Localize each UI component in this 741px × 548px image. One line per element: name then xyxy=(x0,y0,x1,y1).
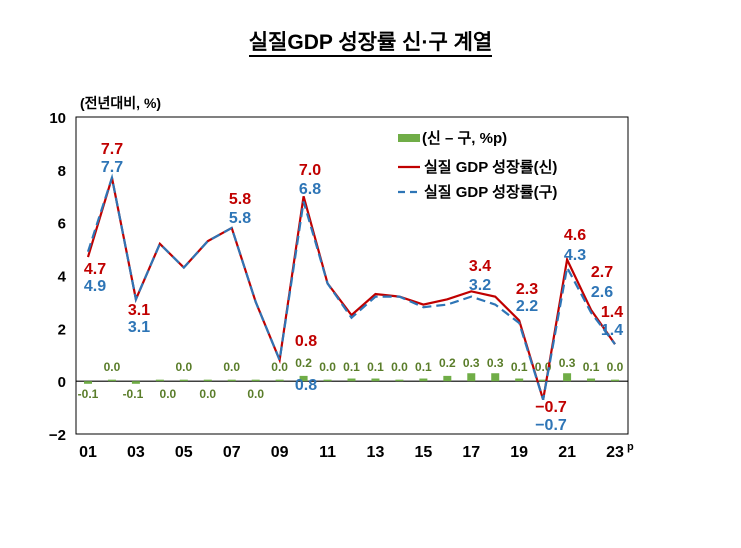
bar-18 xyxy=(491,373,500,382)
bar-value-label: 0.1 xyxy=(511,360,528,374)
bar-value-label: 0.2 xyxy=(439,356,456,370)
bar-value-label: 0.1 xyxy=(583,360,600,374)
bar-08 xyxy=(251,379,260,382)
bar-value-label: 0.3 xyxy=(463,356,480,370)
new-value-label: 3.4 xyxy=(469,258,491,275)
y-tick-label: 6 xyxy=(58,216,66,233)
old-value-label: −0.7 xyxy=(535,417,567,434)
x-tick-label: 13 xyxy=(367,444,385,461)
bar-21 xyxy=(563,373,572,382)
bar-value-label: 0.2 xyxy=(295,356,312,370)
bar-value-label: 0.1 xyxy=(343,360,360,374)
x-tick-label: 09 xyxy=(271,444,289,461)
bar-value-label: 0.3 xyxy=(487,356,504,370)
x-tick-label: 23 xyxy=(606,444,624,461)
y-tick-label: −2 xyxy=(49,427,66,444)
new-value-label: 2.7 xyxy=(591,264,613,281)
bar-01 xyxy=(84,381,92,384)
new-value-label: −0.7 xyxy=(535,399,567,416)
x-tick-label: 11 xyxy=(319,444,336,461)
bar-value-label: 0.0 xyxy=(247,387,264,401)
old-value-label: 4.3 xyxy=(564,247,586,264)
new-value-label: 4.6 xyxy=(564,227,586,244)
bar-value-label: -0.1 xyxy=(78,387,99,401)
chart-title: 실질GDP 성장률 신·구 계열 xyxy=(0,26,741,57)
y-tick-label: 4 xyxy=(58,269,67,286)
bar-11 xyxy=(323,379,332,382)
bar-09 xyxy=(275,379,284,382)
legend-bar-label: (신 – 구, %p) xyxy=(422,130,507,147)
y-tick-label: 0 xyxy=(58,374,66,391)
old-value-label: 5.8 xyxy=(229,210,251,227)
old-value-label: 3.2 xyxy=(469,277,491,294)
old-value-label: 3.1 xyxy=(128,319,150,336)
bar-14 xyxy=(395,379,404,382)
new-value-label: 3.1 xyxy=(128,302,150,319)
old-value-label: 0.8 xyxy=(295,377,317,394)
old-value-label: 4.9 xyxy=(84,278,106,295)
x-tick-label: 07 xyxy=(223,444,241,461)
bar-value-label: 0.1 xyxy=(415,360,432,374)
y-tick-label: 8 xyxy=(58,163,66,180)
x-tick-label: 01 xyxy=(79,444,97,461)
y-tick-label: 10 xyxy=(49,110,66,127)
y-tick-label: 2 xyxy=(58,321,66,338)
bar-value-label: 0.1 xyxy=(367,360,384,374)
bar-value-label: 0.0 xyxy=(199,387,216,401)
new-value-label: 4.7 xyxy=(84,261,106,278)
bar-16 xyxy=(443,375,452,382)
x-tick-label: 19 xyxy=(510,444,528,461)
legend-new-label: 실질 GDP 성장률(신) xyxy=(424,158,557,176)
new-value-label: 0.8 xyxy=(295,333,317,350)
bar-value-label: 0.0 xyxy=(104,360,121,374)
bar-value-label: -0.1 xyxy=(123,387,144,401)
plot-frame xyxy=(75,116,629,435)
old-value-label: 7.7 xyxy=(101,159,123,176)
x-tick-superscript: p xyxy=(627,441,634,453)
bar-value-label: 0.0 xyxy=(175,360,192,374)
new-value-label: 2.3 xyxy=(516,281,538,298)
bar-13 xyxy=(371,378,380,382)
y-axis-label: (전년대비, %) xyxy=(80,95,161,111)
new-value-label: 7.0 xyxy=(299,162,321,179)
bar-05 xyxy=(179,379,188,382)
bar-value-label: 0.0 xyxy=(223,360,240,374)
x-tick-label: 17 xyxy=(462,444,480,461)
bar-19 xyxy=(515,378,524,382)
bar-20 xyxy=(539,379,548,382)
bar-value-label: 0.0 xyxy=(391,360,408,374)
x-tick-label: 21 xyxy=(558,444,576,461)
new-value-label: 7.7 xyxy=(101,141,123,158)
bar-04 xyxy=(155,379,164,382)
old-value-label: 2.6 xyxy=(591,284,613,301)
x-tick-label: 15 xyxy=(414,444,432,461)
bar-03 xyxy=(131,381,140,384)
bar-value-label: 0.0 xyxy=(271,360,288,374)
bar-23 xyxy=(611,379,619,382)
bar-value-label: 0.0 xyxy=(319,360,336,374)
old-value-label: 6.8 xyxy=(299,181,321,198)
old-value-label: 1.4 xyxy=(601,322,623,339)
bar-value-label: 0.0 xyxy=(160,387,177,401)
x-tick-label: 05 xyxy=(175,444,193,461)
bar-22 xyxy=(587,378,596,382)
bar-06 xyxy=(203,379,212,382)
bar-15 xyxy=(419,378,428,382)
bar-12 xyxy=(347,378,356,382)
bar-value-label: 0.0 xyxy=(607,360,624,374)
bar-value-label: 0.3 xyxy=(559,356,576,370)
legend-bar-swatch xyxy=(398,134,420,142)
legend-old-label: 실질 GDP 성장률(구) xyxy=(424,183,557,201)
bar-17 xyxy=(467,373,476,382)
old-value-label: 2.2 xyxy=(516,298,538,315)
new-value-label: 1.4 xyxy=(601,304,623,321)
new-value-label: 5.8 xyxy=(229,191,251,208)
bar-07 xyxy=(227,379,236,382)
line-old xyxy=(86,173,616,400)
x-tick-label: 03 xyxy=(127,444,145,461)
bar-02 xyxy=(107,379,116,382)
bar-10 xyxy=(299,375,308,382)
